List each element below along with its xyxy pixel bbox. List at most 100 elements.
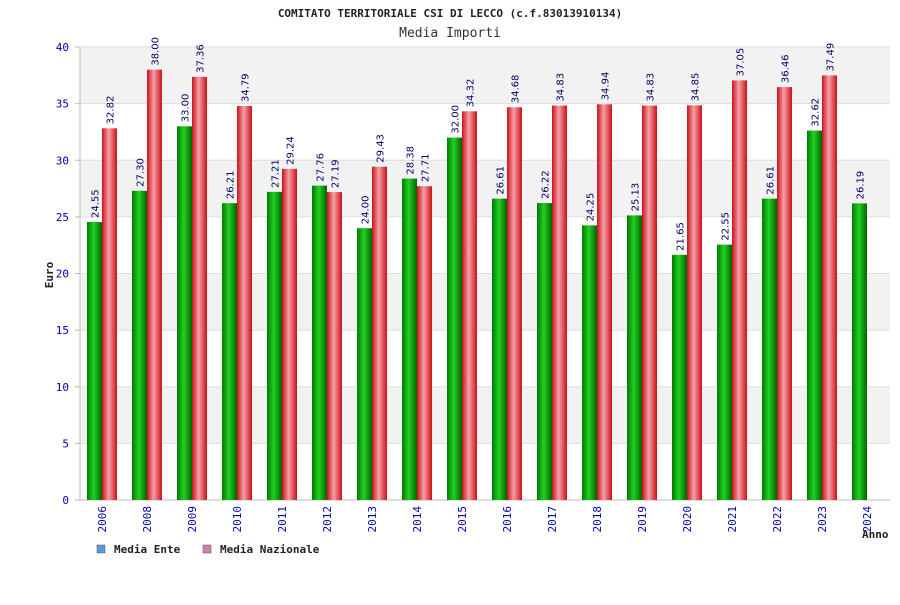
- value-label: 29.43: [376, 134, 387, 163]
- value-label: 32.82: [106, 96, 117, 125]
- bar-media-nazionale-2018: [597, 104, 612, 500]
- grid-band: [80, 330, 890, 387]
- grid-band: [80, 103, 890, 161]
- bar-media-ente-2010: [222, 203, 237, 500]
- bar-media-nazionale-2015: [462, 111, 477, 501]
- bar-media-nazionale-2011: [282, 168, 297, 500]
- bars: [87, 69, 867, 501]
- x-tick-label: 2024: [861, 506, 874, 533]
- value-label: 28.38: [406, 146, 417, 175]
- y-tick-label: 5: [62, 437, 69, 450]
- x-tick-label: 2013: [366, 506, 379, 533]
- y-tick-label: 10: [56, 381, 69, 394]
- bar-media-ente-2023: [807, 130, 822, 501]
- bar-media-ente-2012: [312, 185, 327, 501]
- x-tick-label: 2018: [591, 506, 604, 533]
- bar-media-ente-2018: [582, 225, 597, 500]
- x-tick-label: 2022: [771, 506, 784, 533]
- bar-media-nazionale-2014: [417, 186, 432, 500]
- value-label: 34.94: [601, 72, 612, 101]
- value-label: 32.62: [811, 98, 822, 127]
- bar-media-ente-2017: [537, 203, 552, 500]
- axes: [75, 46, 890, 501]
- value-label: 25.13: [631, 183, 642, 212]
- y-tick-label: 0: [62, 494, 69, 507]
- x-axis-title: Anno: [862, 528, 889, 541]
- y-tick-label: 35: [56, 98, 69, 111]
- value-label: 34.85: [691, 73, 702, 102]
- bar-media-ente-2024: [852, 203, 867, 500]
- value-label: 36.46: [781, 54, 792, 83]
- y-tick-label: 40: [56, 41, 69, 54]
- y-axis-title: Euro: [43, 261, 56, 288]
- bar-media-nazionale-2016: [507, 107, 522, 501]
- grid-band: [80, 443, 890, 500]
- value-label: 34.83: [556, 73, 567, 102]
- value-label: 32.00: [451, 105, 462, 134]
- legend-label-media-nazionale: Media Nazionale: [220, 543, 320, 556]
- x-tick-label: 2019: [636, 506, 649, 533]
- bar-media-nazionale-2021: [732, 80, 747, 500]
- value-label: 24.25: [586, 193, 597, 222]
- grid: [80, 46, 890, 501]
- value-label: 37.49: [826, 43, 837, 72]
- grid-band: [80, 273, 890, 331]
- bar-media-ente-2006: [87, 221, 102, 500]
- value-label: 38.00: [151, 37, 162, 66]
- bar-media-nazionale-2012: [327, 192, 342, 501]
- x-tick-label: 2020: [681, 506, 694, 533]
- value-label: 37.05: [736, 48, 747, 77]
- legend-label-media-ente: Media Ente: [114, 543, 181, 556]
- bar-media-nazionale-2019: [642, 105, 657, 501]
- value-label: 26.21: [226, 171, 237, 200]
- value-label: 34.32: [466, 79, 477, 108]
- value-label: 34.79: [241, 73, 252, 102]
- bar-media-nazionale-2022: [777, 87, 792, 500]
- x-tick-label: 2011: [276, 506, 289, 533]
- value-label: 27.19: [331, 159, 342, 188]
- y-tick-labels: 0 5 10 15 20 25 30 35 40: [56, 41, 69, 507]
- bar-media-nazionale-2008: [147, 69, 162, 501]
- bar-media-ente-2013: [357, 228, 372, 500]
- bar-media-nazionale-2009: [192, 76, 207, 500]
- bar-media-ente-2022: [762, 198, 777, 500]
- bar-media-nazionale-2013: [372, 166, 387, 500]
- bar-media-nazionale-2006: [102, 128, 117, 500]
- x-tick-label: 2009: [186, 506, 199, 533]
- legend-swatch-media-nazionale: [202, 544, 212, 554]
- value-label: 22.55: [721, 212, 732, 241]
- bar-media-nazionale-2017: [552, 105, 567, 501]
- bar-media-ente-2008: [132, 190, 147, 500]
- x-tick-label: 2012: [321, 506, 334, 533]
- x-tick-label: 2021: [726, 506, 739, 533]
- value-label: 37.36: [196, 44, 207, 73]
- bar-media-ente-2015: [447, 137, 462, 500]
- bar-media-ente-2021: [717, 244, 732, 500]
- value-label: 24.55: [91, 189, 102, 218]
- value-label: 27.21: [271, 159, 282, 188]
- value-label: 34.83: [646, 73, 657, 102]
- y-tick-label: 20: [56, 268, 69, 281]
- grid-band: [80, 160, 890, 217]
- value-label: 27.76: [316, 153, 327, 182]
- grid-band: [80, 47, 890, 104]
- legend: Media Ente Media Nazionale: [96, 543, 320, 556]
- y-tick-label: 15: [56, 324, 69, 337]
- bar-media-ente-2009: [177, 126, 192, 501]
- y-tick-label: 30: [56, 154, 69, 167]
- y-tick-label: 25: [56, 211, 69, 224]
- bar-media-nazionale-2010: [237, 106, 252, 501]
- x-tick-label: 2023: [816, 506, 829, 533]
- bar-media-ente-2016: [492, 198, 507, 500]
- value-label: 33.00: [181, 94, 192, 123]
- x-tick-label: 2015: [456, 506, 469, 533]
- legend-swatch-media-ente: [96, 544, 106, 554]
- x-tick-label: 2006: [96, 506, 109, 533]
- value-label: 26.19: [856, 171, 867, 200]
- value-label: 27.30: [136, 158, 147, 187]
- value-label: 26.22: [541, 170, 552, 199]
- chart-subtitle: Media Importi: [399, 26, 501, 41]
- value-label: 27.71: [421, 154, 432, 183]
